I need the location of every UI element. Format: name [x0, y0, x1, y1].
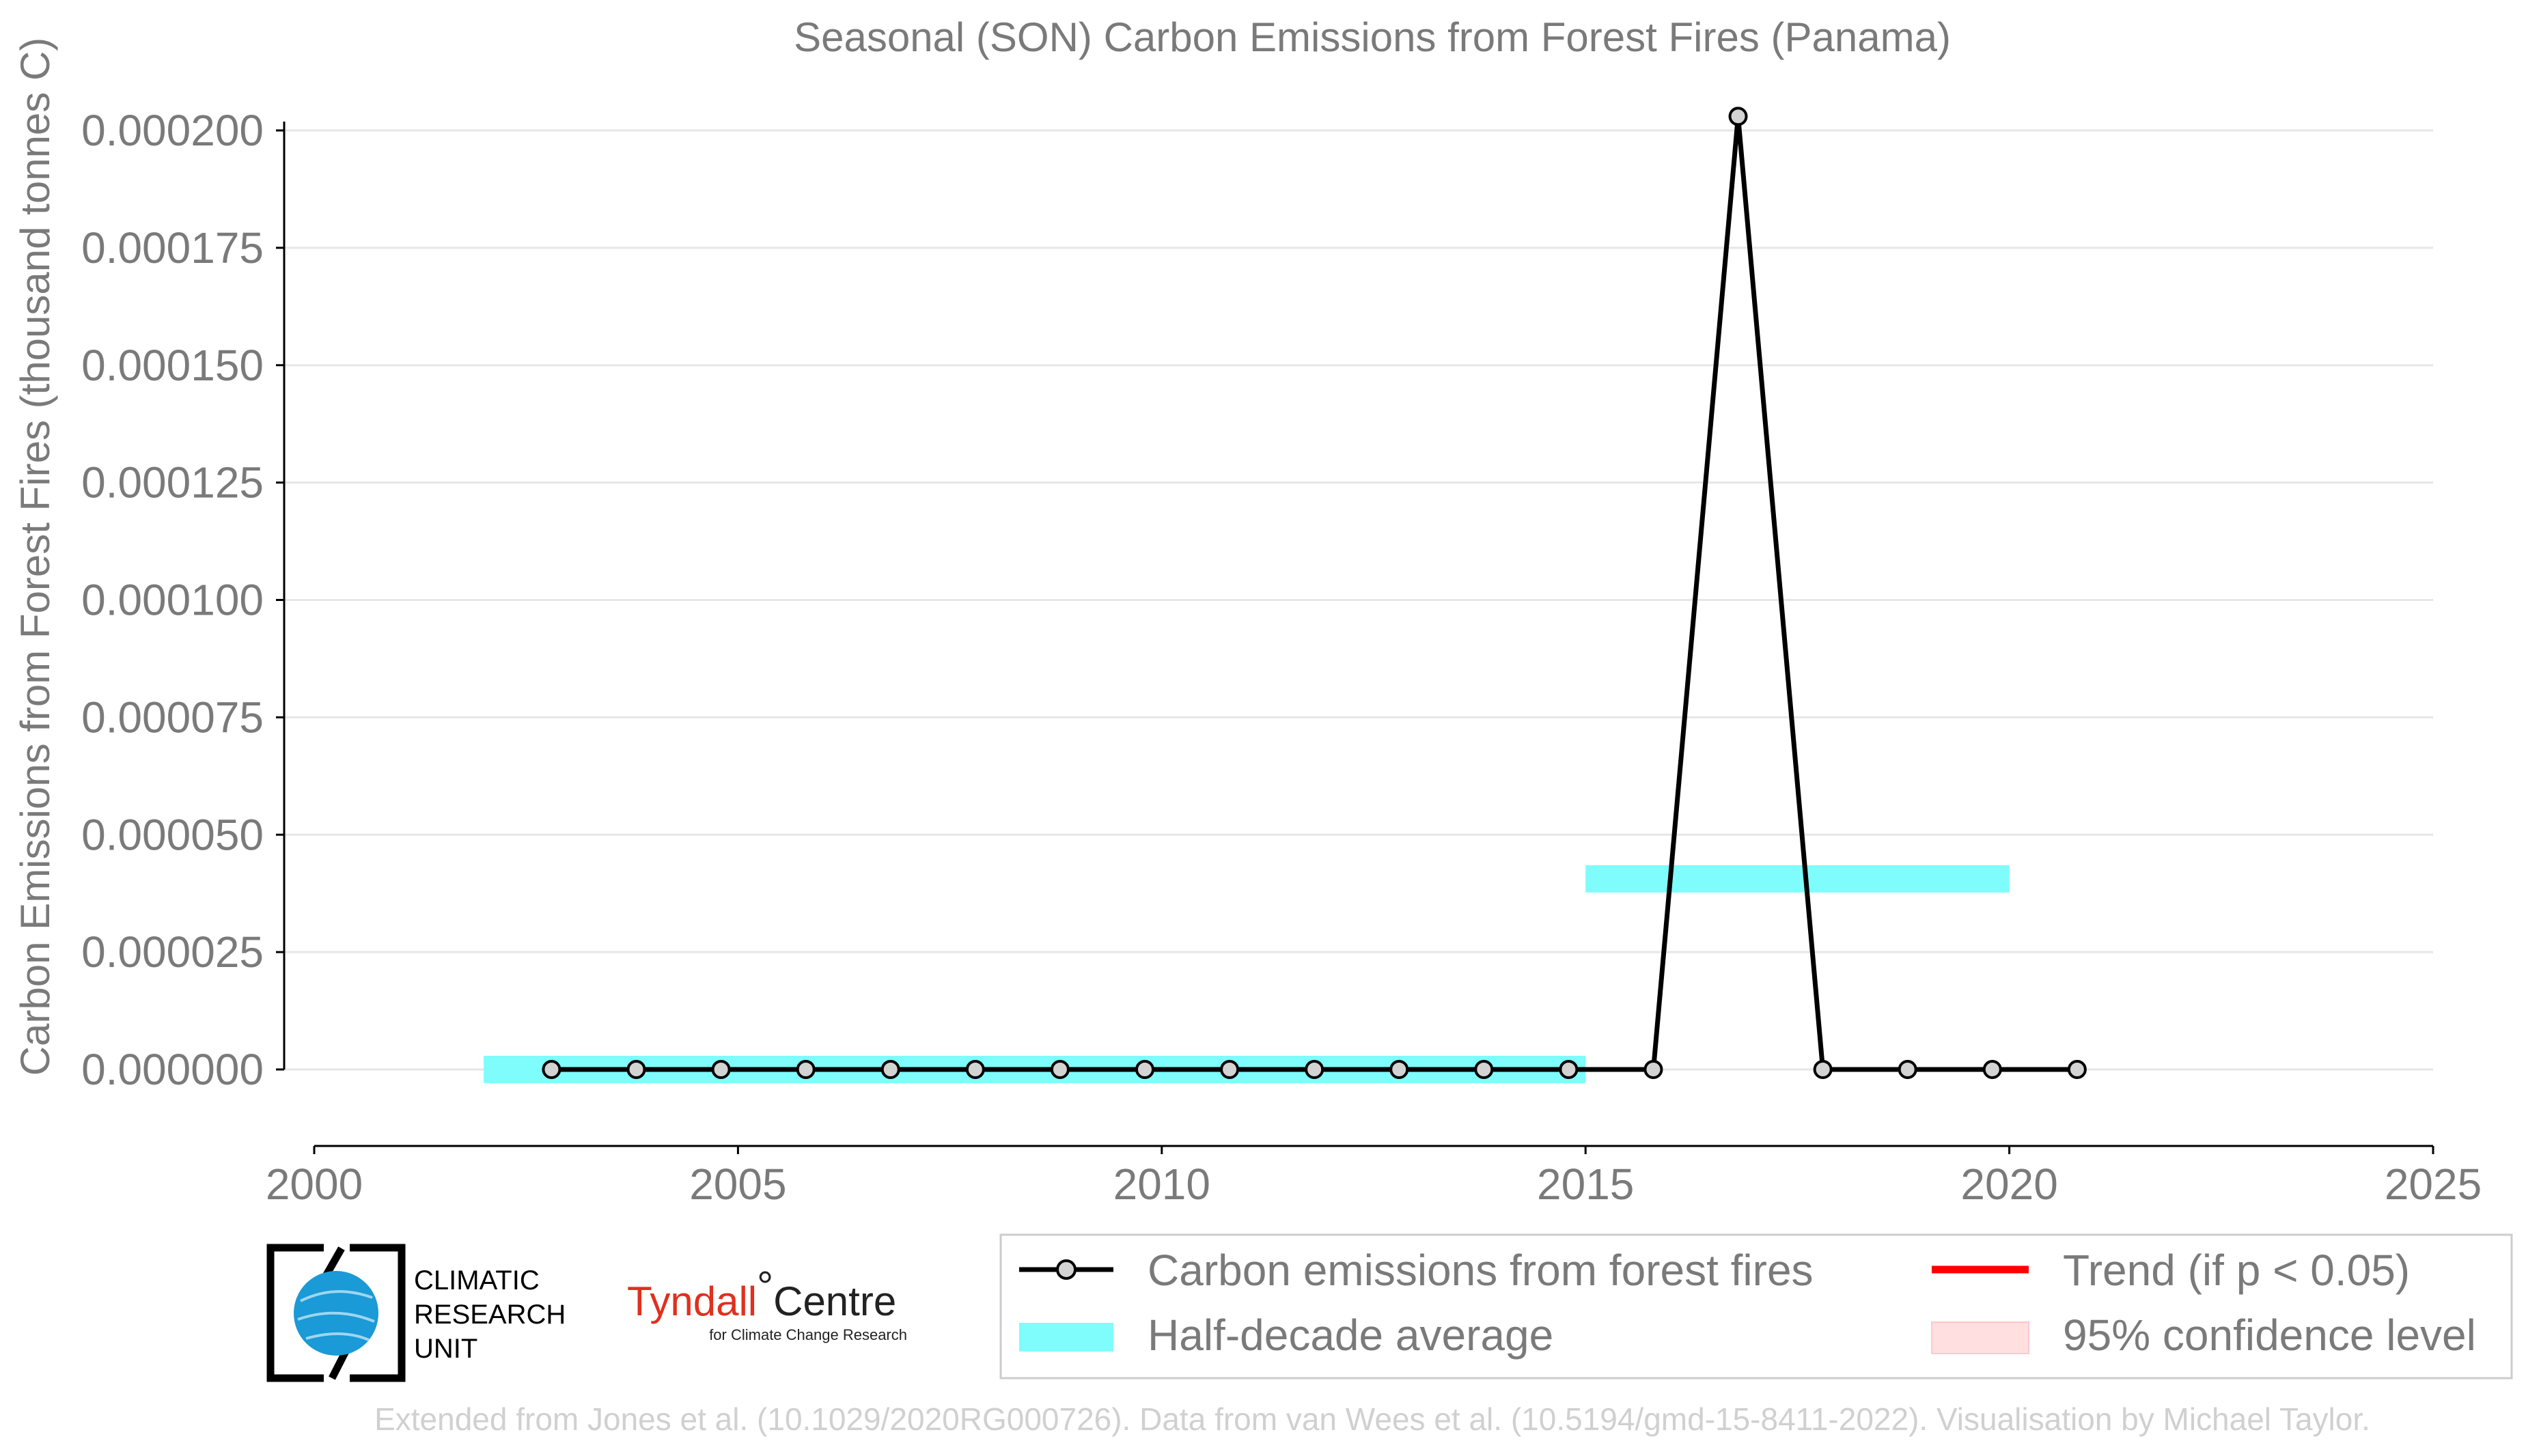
cru-globe-swirl [297, 1290, 375, 1341]
emissions-point [542, 1060, 561, 1079]
emissions-point [880, 1060, 900, 1079]
emissions-point [1643, 1060, 1663, 1079]
y-tick-label: 0.000175 [81, 223, 264, 272]
legend-marker-swatch [1056, 1259, 1077, 1280]
emissions-point [711, 1060, 731, 1079]
emissions-series [542, 107, 2087, 1079]
legend-confidence-swatch [1931, 1321, 2029, 1354]
cru-bracket-right [350, 1244, 406, 1382]
emissions-point [1559, 1060, 1579, 1079]
tyndall-logo: Tyndall°Centre for Climate Change Resear… [627, 1263, 907, 1343]
y-tick-label: 0.000200 [81, 106, 264, 155]
y-tick-label: 0.000025 [81, 927, 264, 977]
emissions-point [1898, 1060, 1917, 1079]
emissions-point [1050, 1060, 1070, 1079]
emissions-point [1389, 1060, 1409, 1079]
emissions-point [965, 1060, 985, 1079]
half-decade-bar [1585, 865, 2010, 893]
legend-label-emissions: Carbon emissions from forest fires [1148, 1246, 1814, 1295]
x-tick-label: 2025 [2385, 1160, 2482, 1209]
cru-line-3: UNIT [414, 1334, 477, 1364]
tyndall-subtitle: for Climate Change Research [709, 1326, 907, 1343]
emissions-line [551, 116, 2077, 1072]
emissions-point [1982, 1060, 2002, 1079]
y-tick-label: 0.000100 [81, 576, 264, 625]
half-decade-bars [484, 865, 2010, 1083]
y-axis-ticks: 0.000000 0.000025 0.000050 0.000075 0.000100… [81, 106, 284, 1094]
x-tick-label: 2000 [266, 1160, 363, 1209]
x-tick-label: 2020 [1960, 1160, 2057, 1209]
emissions-point [1813, 1060, 1833, 1079]
legend: Carbon emissions from forest fires Half-… [999, 1233, 2513, 1380]
x-tick-label: 2015 [1537, 1160, 1634, 1209]
cru-line-1: CLIMATIC [414, 1265, 540, 1296]
grid-lines [284, 129, 2433, 1071]
cru-line-2: RESEARCH [414, 1300, 566, 1330]
emissions-point [1135, 1060, 1154, 1079]
emissions-point [1728, 107, 1748, 126]
y-axis-label: Carbon Emissions from Forest Fires (thou… [12, 38, 58, 1076]
footer-credits: Extended from Jones et al. (10.1029/2020… [374, 1401, 2370, 1437]
legend-half-decade-swatch [1019, 1323, 1113, 1352]
y-tick-label: 0.000125 [81, 458, 264, 507]
emissions-point [796, 1060, 816, 1079]
chart-title: Seasonal (SON) Carbon Emissions from For… [794, 14, 1951, 60]
cru-logo: CLIMATIC RESEARCH UNIT [266, 1244, 566, 1382]
emissions-point [1474, 1060, 1494, 1079]
x-tick-label: 2010 [1113, 1160, 1210, 1209]
legend-frame [999, 1233, 2513, 1380]
legend-label-trend: Trend (if p < 0.05) [2063, 1246, 2410, 1295]
y-tick-label: 0.000075 [81, 692, 264, 742]
legend-label-half-decade: Half-decade average [1148, 1311, 1553, 1360]
legend-label-confidence: 95% confidence level [2063, 1311, 2476, 1360]
emissions-point [1220, 1060, 1240, 1079]
y-tick-label: 0.000050 [81, 810, 264, 859]
emissions-point [626, 1060, 646, 1079]
cru-bracket-left [266, 1244, 324, 1382]
y-tick-label: 0.000000 [81, 1045, 264, 1094]
emissions-point [1305, 1060, 1324, 1079]
tyndall-wordmark: Tyndall°Centre [627, 1263, 896, 1324]
y-tick-label: 0.000150 [81, 341, 264, 390]
x-axis-ticks: 2000 2005 2010 2015 2020 2025 [266, 1146, 2482, 1209]
x-tick-label: 2005 [689, 1160, 786, 1209]
emissions-point [2067, 1060, 2087, 1079]
